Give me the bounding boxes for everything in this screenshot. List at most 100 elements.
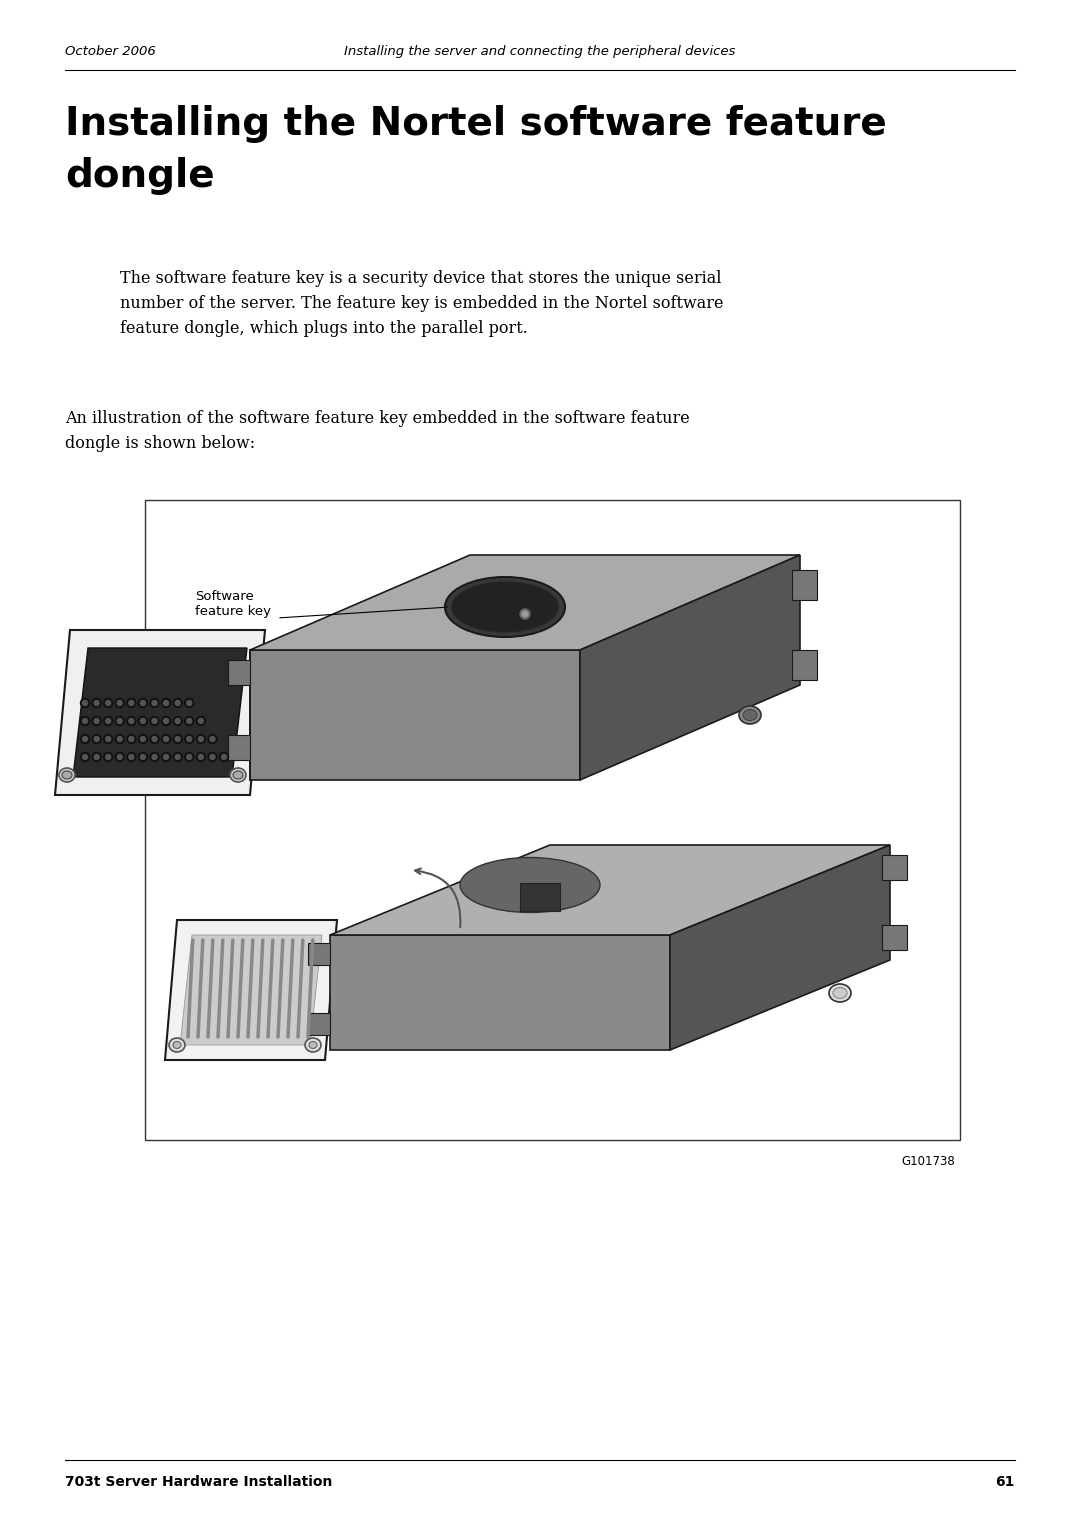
Polygon shape — [228, 735, 249, 760]
Circle shape — [82, 754, 87, 760]
Ellipse shape — [168, 1038, 185, 1052]
Text: Software
feature key: Software feature key — [195, 590, 271, 618]
Polygon shape — [308, 943, 330, 965]
Bar — [145, 500, 960, 1141]
Circle shape — [185, 752, 193, 761]
Text: 61: 61 — [996, 1475, 1015, 1489]
Circle shape — [126, 717, 136, 725]
Polygon shape — [330, 936, 670, 1050]
Circle shape — [116, 752, 124, 761]
Circle shape — [199, 754, 203, 760]
Polygon shape — [180, 936, 322, 1044]
Circle shape — [106, 719, 110, 723]
Circle shape — [106, 700, 110, 705]
Circle shape — [106, 737, 110, 742]
Circle shape — [219, 752, 229, 761]
Circle shape — [210, 737, 215, 742]
Circle shape — [162, 752, 171, 761]
Circle shape — [163, 700, 168, 705]
Circle shape — [163, 737, 168, 742]
Circle shape — [126, 699, 136, 708]
Polygon shape — [55, 630, 265, 795]
Circle shape — [522, 612, 528, 618]
Circle shape — [129, 700, 134, 705]
Circle shape — [92, 717, 102, 725]
Circle shape — [197, 717, 205, 725]
Circle shape — [519, 609, 530, 619]
Circle shape — [210, 754, 215, 760]
Circle shape — [208, 752, 217, 761]
Circle shape — [81, 717, 90, 725]
Circle shape — [173, 734, 183, 743]
Circle shape — [162, 717, 171, 725]
Circle shape — [175, 737, 180, 742]
Circle shape — [82, 700, 87, 705]
Text: An illustration of the software feature key embedded in the software feature
don: An illustration of the software feature … — [65, 410, 690, 451]
Circle shape — [173, 752, 183, 761]
Ellipse shape — [62, 771, 72, 778]
Circle shape — [208, 734, 217, 743]
Circle shape — [150, 734, 159, 743]
Text: The software feature key is a security device that stores the unique serial
numb: The software feature key is a security d… — [120, 271, 724, 336]
Circle shape — [162, 699, 171, 708]
Polygon shape — [228, 661, 249, 685]
Ellipse shape — [460, 858, 600, 913]
Circle shape — [81, 734, 90, 743]
Circle shape — [116, 699, 124, 708]
Ellipse shape — [833, 988, 847, 998]
Polygon shape — [670, 846, 890, 1050]
Ellipse shape — [230, 768, 246, 781]
Circle shape — [94, 737, 99, 742]
Circle shape — [104, 734, 112, 743]
Circle shape — [152, 700, 157, 705]
Ellipse shape — [59, 768, 75, 781]
Ellipse shape — [305, 1038, 321, 1052]
Circle shape — [94, 754, 99, 760]
Circle shape — [187, 719, 192, 723]
Circle shape — [129, 737, 134, 742]
Ellipse shape — [445, 576, 565, 638]
Circle shape — [187, 700, 192, 705]
Circle shape — [173, 717, 183, 725]
Circle shape — [104, 752, 112, 761]
Circle shape — [106, 754, 110, 760]
Circle shape — [138, 734, 147, 743]
Text: Installing the server and connecting the peripheral devices: Installing the server and connecting the… — [345, 44, 735, 58]
Circle shape — [81, 752, 90, 761]
Circle shape — [197, 734, 205, 743]
Ellipse shape — [743, 709, 757, 720]
Text: 703t Server Hardware Installation: 703t Server Hardware Installation — [65, 1475, 333, 1489]
Circle shape — [92, 699, 102, 708]
Circle shape — [187, 754, 192, 760]
Polygon shape — [792, 650, 816, 680]
Text: G101738: G101738 — [901, 1154, 955, 1168]
Circle shape — [187, 737, 192, 742]
Circle shape — [138, 752, 147, 761]
Polygon shape — [249, 555, 800, 650]
Ellipse shape — [309, 1041, 318, 1049]
Circle shape — [152, 754, 157, 760]
Circle shape — [116, 734, 124, 743]
Circle shape — [197, 752, 205, 761]
Text: Installing the Nortel software feature: Installing the Nortel software feature — [65, 106, 887, 144]
Polygon shape — [519, 884, 561, 911]
Circle shape — [129, 754, 134, 760]
Polygon shape — [249, 650, 580, 780]
Circle shape — [81, 699, 90, 708]
Ellipse shape — [829, 985, 851, 1001]
Circle shape — [94, 700, 99, 705]
Polygon shape — [882, 855, 907, 881]
Circle shape — [92, 752, 102, 761]
Polygon shape — [165, 920, 337, 1060]
Circle shape — [140, 754, 146, 760]
Circle shape — [104, 699, 112, 708]
Circle shape — [185, 734, 193, 743]
Circle shape — [173, 699, 183, 708]
Ellipse shape — [451, 581, 559, 633]
Circle shape — [162, 734, 171, 743]
Circle shape — [163, 754, 168, 760]
Circle shape — [92, 734, 102, 743]
Text: October 2006: October 2006 — [65, 44, 156, 58]
Circle shape — [126, 734, 136, 743]
Circle shape — [138, 717, 147, 725]
